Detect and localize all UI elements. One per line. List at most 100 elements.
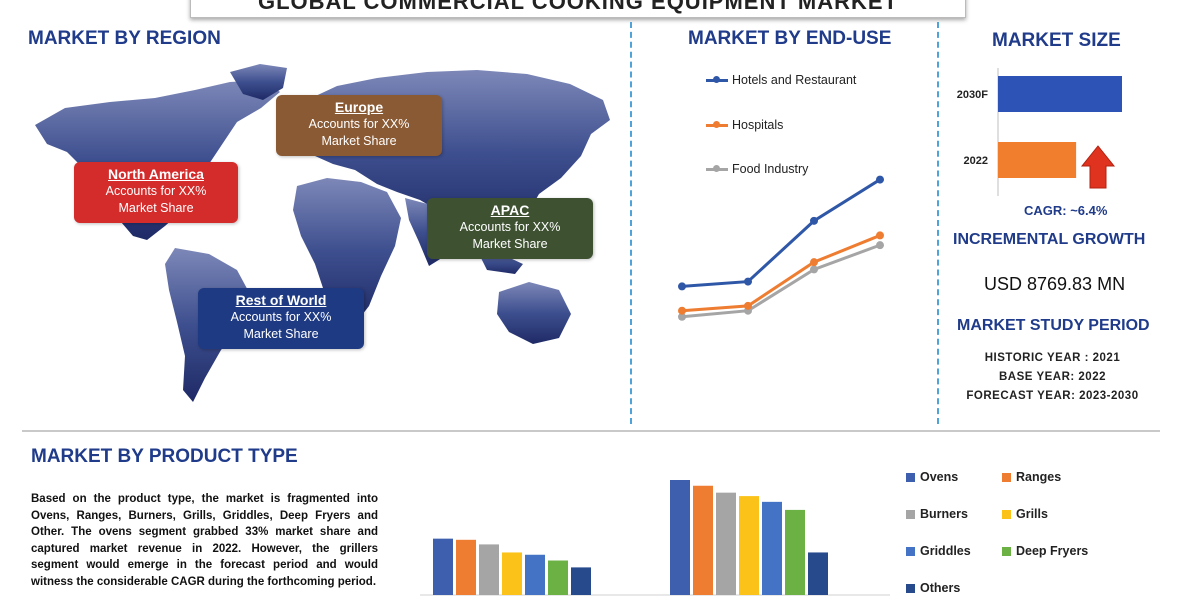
- product-legend: Ovens Ranges Burners Grills Griddles Deep Fry…: [906, 470, 1106, 600]
- legend-swatch: [1002, 472, 1011, 482]
- enduse-line-chart: [678, 175, 884, 321]
- legend-label: Griddles: [920, 544, 971, 558]
- product-type-bar-chart: [420, 480, 890, 596]
- legend-others: Others: [906, 581, 960, 595]
- divider-horizontal: [22, 430, 1160, 432]
- bar-others-2030F: [808, 552, 828, 595]
- legend-label: Ovens: [920, 470, 959, 484]
- region-share-line1: Accounts for XX%: [230, 310, 332, 324]
- legend-label: Burners: [920, 507, 968, 521]
- region-name: Europe: [334, 99, 384, 115]
- legend-line-icon: [706, 164, 728, 172]
- region-box-apac: APAC Accounts for XX% Market Share: [427, 198, 593, 259]
- product-description: Based on the product type, the market is…: [31, 493, 378, 588]
- historic-year: HISTORIC YEAR : 2021: [984, 352, 1121, 364]
- incremental-growth-title: INCREMENTAL GROWTH: [953, 231, 1146, 248]
- bar-others-2022: [571, 567, 591, 595]
- bar-ovens-2030F: [670, 480, 690, 595]
- region-share-line1: Accounts for XX%: [105, 184, 207, 198]
- series-line-food-industry: [681, 243, 881, 319]
- incremental-growth-value: USD 8769.83 MN: [984, 274, 1126, 294]
- data-point: [744, 277, 752, 286]
- data-point: [810, 265, 818, 274]
- data-point: [744, 301, 752, 310]
- region-share-line1: Accounts for XX%: [308, 117, 410, 131]
- data-point: [810, 216, 818, 225]
- region-share-line1: Accounts for XX%: [459, 220, 561, 234]
- size-section-title: MARKET SIZE: [992, 30, 1121, 51]
- legend-hotels: Hotels and Restaurant: [706, 73, 856, 87]
- data-point: [678, 312, 686, 321]
- region-share-line2: Market Share: [243, 327, 319, 341]
- legend-swatch: [906, 583, 915, 593]
- region-share-line2: Market Share: [118, 201, 194, 215]
- growth-arrow-icon: [1080, 145, 1116, 189]
- bar-2022: [998, 142, 1077, 178]
- data-point: [876, 231, 884, 240]
- legend-hospitals: Hospitals: [706, 118, 783, 132]
- region-share-line2: Market Share: [472, 237, 548, 251]
- legend-deep-fryers: Deep Fryers: [1002, 544, 1088, 558]
- divider-region-enduse: [630, 22, 632, 424]
- bar-ranges-2030F: [693, 485, 713, 595]
- legend-swatch: [1002, 546, 1011, 556]
- map-africa: [293, 178, 401, 324]
- legend-label: Others: [920, 581, 961, 595]
- bar-label: 2030F: [957, 89, 988, 101]
- bar-deep-fryers-2030F: [785, 509, 805, 595]
- legend-swatch: [906, 472, 915, 482]
- bar-deep-fryers-2022: [548, 560, 568, 595]
- bar-burners-2022: [479, 544, 499, 595]
- data-point: [678, 282, 686, 291]
- legend-label: Hospitals: [732, 118, 784, 132]
- data-point: [810, 258, 818, 267]
- cagr-text: CAGR: ~6.4%: [1024, 203, 1108, 218]
- bar-ovens-2022: [433, 538, 453, 595]
- report-title-banner: GLOBAL COMMERCIAL COOKING EQUIPMENT MARK…: [190, 0, 966, 18]
- legend-label: Ranges: [1016, 470, 1062, 484]
- product-section-title: MARKET BY PRODUCT TYPE: [31, 446, 298, 467]
- legend-griddles: Griddles: [906, 544, 971, 558]
- legend-grills: Grills: [1002, 507, 1048, 521]
- bar-grills-2022: [502, 552, 522, 595]
- bar-griddles-2030F: [762, 501, 782, 595]
- region-name: North America: [108, 166, 204, 182]
- data-point: [876, 175, 884, 184]
- data-point: [678, 306, 686, 315]
- legend-ovens: Ovens: [906, 470, 958, 484]
- region-section-title: MARKET BY REGION: [28, 28, 221, 49]
- region-box-rest-of-world: Rest of World Accounts for XX% Market Sh…: [198, 288, 364, 349]
- bar-2030F: [998, 76, 1122, 112]
- legend-label: Grills: [1016, 507, 1048, 521]
- market-size-bar-chart: 2030F 2022: [957, 68, 1122, 196]
- map-greenland: [230, 64, 287, 100]
- legend-burners: Burners: [906, 507, 968, 521]
- legend-label: Food Industry: [732, 162, 809, 176]
- divider-enduse-size: [937, 22, 939, 424]
- bar-grills-2030F: [739, 496, 759, 595]
- map-australia: [497, 282, 571, 344]
- base-year: BASE YEAR: 2022: [999, 371, 1106, 383]
- legend-swatch: [1002, 509, 1011, 519]
- enduse-section-title: MARKET BY END-USE: [688, 28, 892, 49]
- legend-line-icon: [706, 75, 728, 83]
- series-line-hotels-and-restaurant: [681, 178, 881, 288]
- bar-label: 2022: [964, 155, 988, 167]
- region-box-europe: Europe Accounts for XX% Market Share: [276, 95, 442, 156]
- bar-ranges-2022: [456, 539, 476, 595]
- legend-food-industry: Food Industry: [706, 162, 808, 176]
- bar-griddles-2022: [525, 554, 545, 595]
- forecast-year: FORECAST YEAR: 2023-2030: [966, 390, 1139, 402]
- legend-ranges: Ranges: [1002, 470, 1061, 484]
- region-name: APAC: [490, 202, 530, 218]
- study-period-title: MARKET STUDY PERIOD: [957, 317, 1150, 334]
- legend-line-icon: [706, 120, 728, 128]
- legend-label: Deep Fryers: [1016, 544, 1089, 558]
- region-share-line2: Market Share: [321, 134, 397, 148]
- legend-swatch: [906, 546, 915, 556]
- data-point: [876, 241, 884, 250]
- legend-swatch: [906, 509, 915, 519]
- region-name: Rest of World: [235, 292, 327, 308]
- region-box-north-america: North America Accounts for XX% Market Sh…: [74, 162, 238, 223]
- series-line-hospitals: [681, 234, 881, 313]
